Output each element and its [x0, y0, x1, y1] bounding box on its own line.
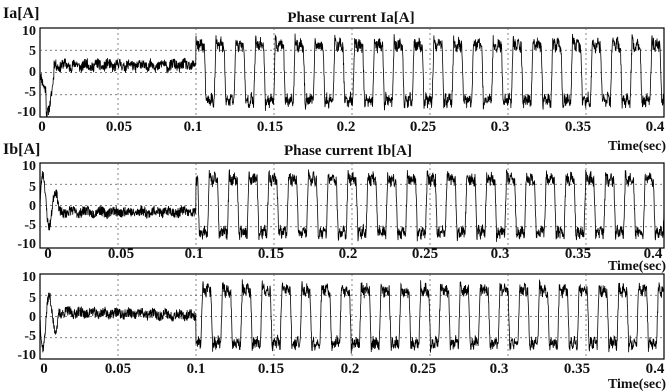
chart-panel-ia: 10 5 0 -5 -10 0 0.05 0.1 0.15 0.2 0.25 0… — [3, 5, 665, 135]
x-axis-label: Time(sec) — [608, 139, 666, 154]
y-tick-labels: 10 5 0 -5 -10 — [17, 24, 36, 120]
x-tick-label: 0.15 — [258, 361, 284, 377]
y-tick-label: -10 — [17, 348, 36, 363]
x-tick-label: 0.4 — [644, 246, 663, 262]
chart-title: Phase current Ia[A] — [287, 10, 414, 26]
x-tick-label: 0.35 — [565, 119, 591, 135]
series-line-ib — [39, 169, 665, 242]
x-tick-labels: 0 0.05 0.1 0.15 0.2 0.25 0.3 0.35 0.4 — [44, 246, 663, 262]
x-tick-labels: 0 0.05 0.1 0.15 0.2 0.25 0.3 0.35 0.4 — [38, 119, 665, 135]
y-tick-label: -10 — [17, 237, 36, 252]
x-tick-label: 0.1 — [185, 246, 204, 262]
y-tick-label: 5 — [29, 291, 36, 306]
series-line-ic — [39, 279, 665, 354]
chart-title: Phase current Ib[A] — [284, 143, 412, 159]
y-tick-label: 5 — [29, 44, 36, 59]
y-axis-label: Ia[A] — [3, 5, 39, 22]
y-tick-label: 0 — [29, 199, 36, 214]
y-tick-label: -5 — [24, 85, 36, 100]
y-tick-labels: 10 5 0 -5 -10 — [17, 270, 36, 363]
y-tick-label: -5 — [24, 218, 36, 233]
grid-lines — [40, 163, 664, 248]
y-tick-label: 10 — [22, 270, 36, 285]
x-tick-label: 0.05 — [108, 246, 134, 262]
y-tick-label: 10 — [22, 159, 36, 174]
x-tick-label: 0.35 — [564, 361, 590, 377]
x-tick-label: 0.25 — [412, 246, 438, 262]
x-tick-label: 0 — [38, 119, 46, 135]
x-tick-label: 0.2 — [341, 361, 360, 377]
x-tick-label: 0.3 — [490, 361, 509, 377]
chart-panel-ib: 10 5 0 -5 -10 0 0.05 0.1 0.15 0.2 0.25 0… — [3, 139, 666, 262]
x-tick-label: 0.4 — [646, 361, 665, 377]
x-axis-label: Time(sec) — [608, 259, 666, 274]
series-line-ia — [39, 33, 665, 118]
x-tick-label: 0.3 — [491, 246, 510, 262]
x-tick-label: 0 — [44, 246, 52, 262]
x-tick-label: 0.25 — [410, 361, 436, 377]
x-tick-label: 0 — [40, 361, 48, 377]
y-axis-label: Ib[A] — [3, 141, 40, 158]
y-tick-label: 0 — [29, 310, 36, 325]
y-tick-label: -5 — [24, 329, 36, 344]
y-tick-label: 5 — [29, 180, 36, 195]
y-tick-labels: 10 5 0 -5 -10 — [17, 159, 36, 252]
x-tick-labels: 0 0.05 0.1 0.15 0.2 0.25 0.3 0.35 0.4 — [40, 361, 665, 377]
x-tick-label: 0.15 — [257, 119, 283, 135]
x-tick-label: 0.25 — [410, 119, 436, 135]
y-tick-label: -10 — [17, 105, 36, 120]
x-tick-label: 0.3 — [491, 119, 510, 135]
x-tick-label: 0.2 — [337, 119, 356, 135]
y-tick-label: 10 — [22, 24, 36, 39]
x-tick-label: 0.05 — [106, 119, 132, 135]
x-tick-label: 0.1 — [187, 361, 206, 377]
x-axis-label: Time(sec) — [608, 377, 666, 392]
x-tick-label: 0.05 — [105, 361, 131, 377]
x-tick-label: 0.4 — [646, 119, 665, 135]
x-tick-label: 0.15 — [258, 246, 284, 262]
x-tick-label: 0.35 — [565, 246, 591, 262]
x-tick-label: 0.1 — [184, 119, 203, 135]
y-tick-label: 0 — [29, 65, 36, 80]
chart-panel-ic: 10 5 0 -5 -10 0 0.05 0.1 0.15 0.2 0.25 0… — [17, 259, 666, 392]
x-tick-label: 0.2 — [339, 246, 358, 262]
